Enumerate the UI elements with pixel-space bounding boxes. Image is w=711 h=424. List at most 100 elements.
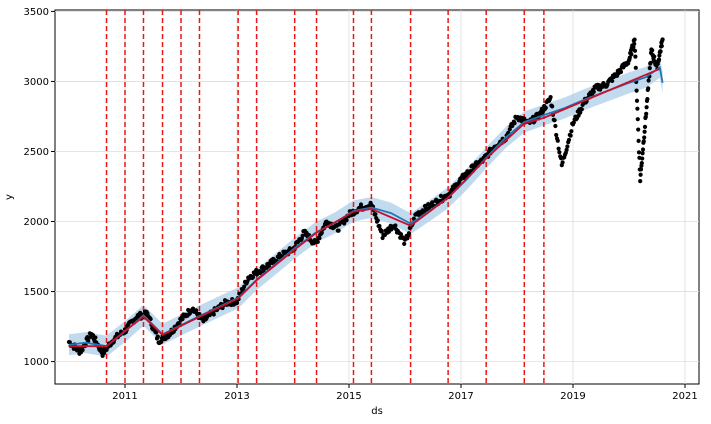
observed-point: [554, 132, 559, 138]
observed-point: [317, 235, 322, 241]
observed-point: [638, 179, 643, 184]
observed-point: [636, 138, 641, 143]
observed-point: [660, 37, 665, 42]
observed-point: [377, 223, 382, 229]
y-axis-label: y: [4, 194, 15, 200]
observed-point: [67, 340, 72, 345]
observed-point: [647, 66, 652, 71]
observed-point: [398, 232, 404, 237]
x-tick-label: 2017: [448, 391, 473, 402]
trend-line: [69, 68, 661, 348]
observed-point: [639, 161, 644, 166]
observed-point: [379, 228, 384, 234]
observed-point: [640, 151, 645, 156]
observed-point: [438, 193, 444, 198]
observed-point: [636, 150, 642, 155]
observed-point: [148, 316, 153, 322]
observed-point: [632, 37, 637, 42]
y-axis-ticks: 1000 1500 2000 2500 3000 3500: [24, 7, 55, 368]
x-tick-label: 2013: [224, 391, 249, 402]
observed-point: [635, 106, 640, 111]
observed-point: [640, 156, 645, 161]
observed-point: [591, 89, 596, 94]
observed-point: [375, 218, 380, 223]
observed-point: [158, 339, 164, 345]
observed-point: [373, 212, 378, 217]
observed-point: [645, 96, 650, 102]
observed-point: [564, 147, 569, 152]
observed-point: [406, 231, 412, 236]
observed-point: [646, 78, 651, 83]
observed-point: [632, 41, 637, 47]
y-tick-label: 2000: [24, 217, 49, 228]
observed-point: [154, 330, 159, 335]
observed-point: [641, 139, 646, 144]
observed-point: [319, 230, 324, 235]
y-tick-label: 3000: [24, 77, 49, 88]
observed-point: [634, 88, 639, 93]
observed-point: [579, 107, 584, 112]
observed-point: [102, 350, 107, 355]
x-tick-label: 2019: [560, 391, 585, 402]
observed-point: [566, 137, 572, 143]
observed-point: [640, 147, 646, 152]
observed-point: [644, 111, 649, 116]
observed-point: [644, 105, 649, 110]
observed-point: [657, 53, 662, 58]
observed-point: [642, 129, 647, 134]
observed-point: [242, 284, 247, 289]
observed-point: [380, 235, 385, 241]
x-axis-ticks: 2011 2013 2015 2017 2019 2021: [112, 384, 698, 402]
observed-point: [648, 60, 653, 65]
y-tick-label: 3500: [24, 7, 49, 18]
observed-point: [646, 86, 651, 91]
observed-point: [234, 300, 240, 306]
x-tick-label: 2015: [336, 391, 361, 402]
observed-point: [652, 54, 657, 59]
observed-point: [560, 160, 565, 165]
observed-point: [565, 144, 570, 149]
observed-point: [638, 167, 644, 172]
y-tick-label: 1000: [24, 357, 49, 368]
observed-point: [642, 124, 648, 129]
observed-point: [315, 239, 320, 245]
observed-point: [552, 118, 557, 123]
observed-point: [633, 65, 638, 70]
observed-point: [578, 110, 583, 115]
observed-point: [543, 105, 548, 110]
observed-point: [430, 200, 435, 205]
observed-point: [250, 275, 256, 280]
observed-point: [555, 138, 560, 143]
y-tick-label: 1500: [24, 287, 49, 298]
observed-point: [393, 223, 398, 228]
observed-point: [194, 308, 199, 313]
observed-point: [642, 135, 647, 140]
observed-point: [402, 241, 407, 246]
x-tick-label: 2021: [672, 391, 697, 402]
observed-point: [548, 95, 553, 100]
observed-point: [358, 202, 364, 207]
observed-point: [336, 228, 341, 233]
observed-point: [569, 129, 574, 134]
observed-point: [80, 347, 85, 353]
y-tick-label: 2500: [24, 147, 49, 158]
x-axis-label: ds: [371, 406, 383, 417]
observed-point: [629, 52, 634, 57]
observed-point: [610, 78, 615, 84]
x-tick-label: 2011: [112, 391, 137, 402]
observed-point: [550, 104, 555, 109]
observed-point: [568, 133, 573, 138]
observed-point: [632, 48, 638, 53]
observed-point: [155, 334, 160, 339]
observed-point: [344, 218, 349, 223]
observed-point: [300, 233, 305, 238]
observed-point: [211, 312, 216, 317]
observed-point: [659, 43, 664, 49]
trend-line-group: [69, 68, 661, 348]
observed-point: [553, 123, 558, 129]
observed-point: [557, 150, 562, 155]
observed-point: [512, 121, 517, 126]
observed-point: [633, 54, 638, 59]
observed-point: [93, 335, 98, 340]
